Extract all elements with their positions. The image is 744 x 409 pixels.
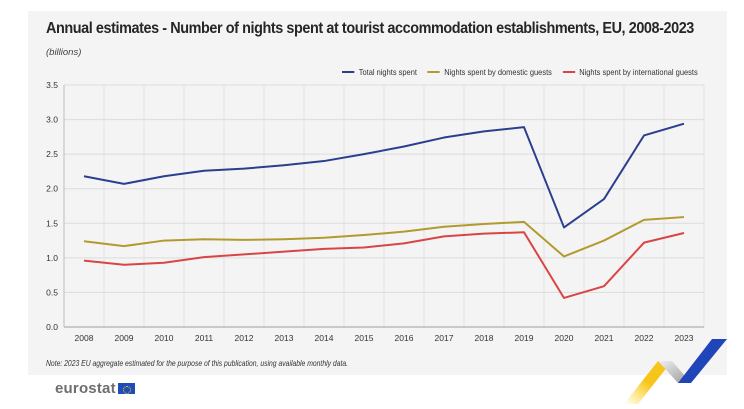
y-tick-label: 1.5 <box>46 218 58 228</box>
y-tick-label: 0.5 <box>46 287 58 297</box>
series-line-domestic <box>83 216 685 258</box>
x-tick-label: 2014 <box>315 333 334 343</box>
legend-item-total[interactable]: Total nights spent <box>342 67 417 77</box>
chart-subtitle: (billions) <box>46 47 82 58</box>
y-tick-label: 2.0 <box>46 184 58 194</box>
x-tick-label: 2010 <box>155 333 174 343</box>
series-line-total <box>83 122 685 229</box>
legend-swatch-domestic <box>427 71 440 73</box>
ribbon-blue <box>678 339 727 383</box>
legend-label-domestic: Nights spent by domestic guests <box>444 67 552 77</box>
x-tick-label: 2015 <box>355 333 374 343</box>
x-tick-label: 2019 <box>515 333 534 343</box>
x-tick-label: 2021 <box>595 333 614 343</box>
grid <box>64 84 705 327</box>
y-axis-ticks: 0.0 0.5 1.0 1.5 2.0 2.5 3.0 3.5 <box>46 80 58 332</box>
axes <box>63 85 704 328</box>
x-tick-label: 2011 <box>195 333 214 343</box>
legend-label-international: Nights spent by international guests <box>579 67 698 77</box>
series-lines <box>83 122 685 299</box>
chart-title: Annual estimates - Number of nights spen… <box>46 20 694 37</box>
y-tick-label: 3.5 <box>46 80 58 90</box>
legend-label-total: Total nights spent <box>358 67 417 77</box>
x-tick-label: 2016 <box>395 333 414 343</box>
legend-swatch-international <box>562 71 575 73</box>
y-tick-label: 0.0 <box>46 322 58 332</box>
y-tick-label: 3.0 <box>46 115 58 125</box>
eurostat-logo: eurostat <box>55 380 135 397</box>
x-tick-label: 2023 <box>675 333 694 343</box>
x-tick-label: 2017 <box>435 333 454 343</box>
x-tick-label: 2018 <box>475 333 494 343</box>
x-tick-label: 2013 <box>275 333 294 343</box>
y-tick-label: 2.5 <box>46 149 58 159</box>
x-tick-label: 2008 <box>75 333 94 343</box>
ribbon-yellow <box>624 361 672 404</box>
x-tick-label: 2020 <box>555 333 574 343</box>
series-line-international <box>83 231 685 299</box>
eu-flag-icon <box>117 383 135 394</box>
y-tick-label: 1.0 <box>46 253 58 263</box>
logo-text: eurostat <box>55 380 116 397</box>
footnote: Note: 2023 EU aggregate estimated for th… <box>46 359 349 368</box>
legend-item-international[interactable]: Nights spent by international guests <box>562 67 698 77</box>
legend-swatch-total <box>342 71 355 73</box>
x-tick-label: 2012 <box>235 333 254 343</box>
x-axis-ticks: 2008 2009 2010 2011 2012 2013 2014 2015 2016 2017… <box>75 333 694 343</box>
x-tick-label: 2009 <box>115 333 134 343</box>
legend-item-domestic[interactable]: Nights spent by domestic guests <box>427 67 552 77</box>
x-tick-label: 2022 <box>635 333 654 343</box>
legend: Total nights spent Nights spent by domes… <box>342 67 698 77</box>
